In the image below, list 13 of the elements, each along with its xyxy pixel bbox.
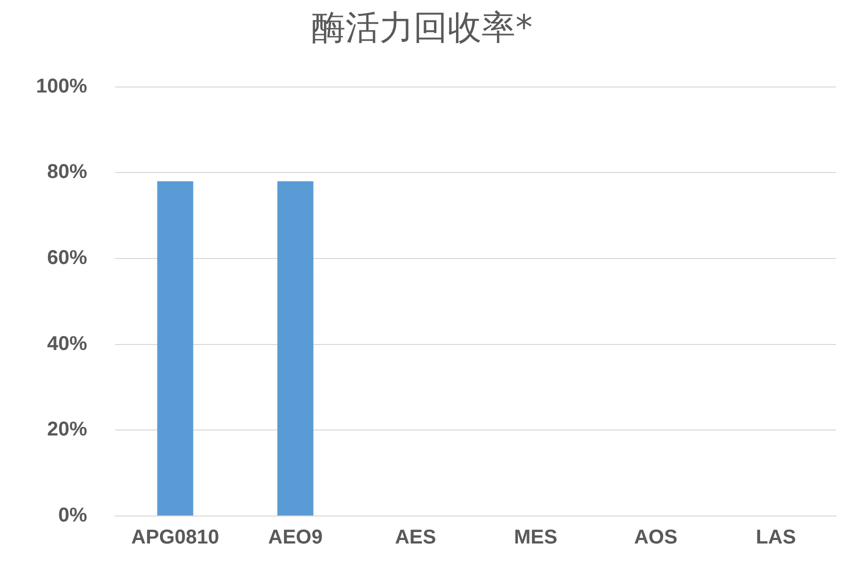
y-tick-label: 40% <box>47 332 88 355</box>
x-tick-label: MES <box>514 526 558 549</box>
y-tick-label: 20% <box>47 418 88 441</box>
chart-title: 酶活力回收率* <box>312 8 532 48</box>
x-tick-label: APG0810 <box>131 526 220 549</box>
y-tick-label: 100% <box>36 75 88 98</box>
x-tick-label: AOS <box>634 526 678 549</box>
y-tick-label: 0% <box>58 504 88 527</box>
x-tick-label: AES <box>394 526 436 549</box>
y-tick-label: 80% <box>47 161 88 184</box>
x-tick-label: AEO9 <box>268 526 323 549</box>
x-tick-label: LAS <box>756 526 796 549</box>
y-tick-label: 60% <box>47 246 88 269</box>
